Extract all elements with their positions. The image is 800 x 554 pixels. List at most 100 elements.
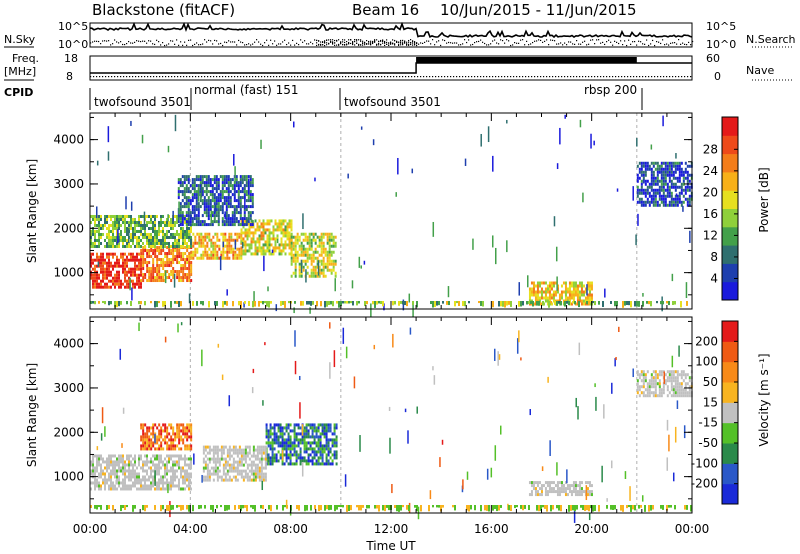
nave-point xyxy=(669,76,671,78)
nsearch-point xyxy=(100,43,102,45)
nsky-tick-top: 10^5 xyxy=(58,20,88,33)
nsearch-point xyxy=(670,42,672,44)
nsearch-point xyxy=(316,39,318,42)
ytick-label: 2000 xyxy=(53,425,84,439)
nave-point xyxy=(408,76,410,78)
nsearch-point xyxy=(352,43,354,45)
nave-point xyxy=(300,76,302,78)
nsearch-point xyxy=(620,40,622,42)
nsearch-point xyxy=(284,39,286,41)
nsearch-point xyxy=(346,40,348,43)
nsearch-point xyxy=(394,43,396,45)
nave-point xyxy=(672,76,674,78)
nsearch-point xyxy=(572,43,574,45)
nsearch-point xyxy=(320,44,322,46)
nsearch-point xyxy=(312,43,314,45)
colorbar-tick-label: 15 xyxy=(703,395,718,409)
nsearch-point xyxy=(324,42,326,44)
nsearch-point xyxy=(658,41,660,43)
nsearch-point xyxy=(354,40,356,43)
nsearch-point xyxy=(594,43,596,45)
nave-point xyxy=(150,76,152,78)
nsearch-point xyxy=(168,43,170,45)
nsearch-point xyxy=(522,39,524,41)
nave-point xyxy=(588,76,590,78)
nsearch-point xyxy=(362,40,364,42)
xtick-label: 00:00 xyxy=(675,522,710,536)
nsearch-point xyxy=(198,44,200,46)
nsearch-point xyxy=(322,44,324,46)
nsearch-point xyxy=(490,43,492,45)
nsearch-point xyxy=(436,41,438,43)
nave-point xyxy=(255,76,257,78)
nsearch-point xyxy=(210,40,212,42)
nsearch-point xyxy=(262,44,264,47)
nave-point xyxy=(615,76,617,78)
nsearch-point xyxy=(598,39,600,41)
nsearch-point xyxy=(358,39,360,41)
nsearch-point xyxy=(512,44,514,46)
nsearch-point xyxy=(566,44,568,46)
cpid-segment-2: normal (fast) 151 xyxy=(194,83,298,97)
nsearch-point xyxy=(342,43,344,46)
nsearch-point xyxy=(610,41,612,43)
nave-point xyxy=(402,76,404,78)
nave-point xyxy=(279,76,281,78)
nsearch-point xyxy=(206,41,208,43)
nsearch-point xyxy=(246,43,248,46)
nave-point xyxy=(330,76,332,78)
nsky-label: N.Sky xyxy=(4,33,36,46)
nsearch-point xyxy=(334,39,336,42)
nave-point xyxy=(306,76,308,78)
nsearch-point xyxy=(366,43,368,45)
nave-point xyxy=(339,76,341,78)
nave-point xyxy=(675,76,677,78)
nsearch-point xyxy=(548,44,550,46)
nsearch-point xyxy=(300,39,302,41)
nsearch-point xyxy=(596,39,598,41)
nave-point xyxy=(543,76,545,78)
nave-point xyxy=(219,76,221,78)
nave-point xyxy=(129,76,131,78)
nsearch-point xyxy=(402,41,404,43)
nave-point xyxy=(483,76,485,78)
nave-point xyxy=(639,76,641,78)
nsearch-point xyxy=(482,41,484,43)
nsearch-point xyxy=(496,42,498,44)
nsearch-point xyxy=(354,44,356,46)
nsearch-point xyxy=(322,41,324,44)
nave-point xyxy=(90,76,92,78)
nsearch-point xyxy=(196,42,198,44)
xtick-label: 20:00 xyxy=(574,522,609,536)
nsearch-point xyxy=(508,40,510,42)
power-colorbar-label: Power [dB] xyxy=(757,167,771,232)
nave-point xyxy=(480,76,482,78)
velocity-panel: 1000 2000 3000 4000 00:00 04:00 08:00 12:00 16:0… xyxy=(25,316,771,536)
nsearch-point xyxy=(446,42,448,44)
nsearch-point xyxy=(526,40,528,42)
nsearch-point xyxy=(126,42,128,45)
nsearch-point xyxy=(154,43,156,46)
cpid-segment-1: twofsound 3501 xyxy=(94,95,191,109)
colorbar-tick-label: 16 xyxy=(703,207,718,221)
nsearch-point xyxy=(150,40,152,42)
nave-point xyxy=(318,76,320,78)
nsearch-point xyxy=(468,39,470,41)
nave-point xyxy=(426,76,428,78)
nave-point xyxy=(126,76,128,78)
nsky-tick-bottom: 10^0 xyxy=(58,38,88,51)
nsearch-point xyxy=(116,41,118,43)
nsearch-point xyxy=(540,39,542,42)
nsearch-point xyxy=(266,39,268,41)
nsearch-point xyxy=(408,44,410,46)
nave-point xyxy=(591,76,593,78)
nsearch-point xyxy=(388,42,390,44)
nave-point xyxy=(303,76,305,78)
freq-trace xyxy=(90,62,692,74)
nave-point xyxy=(228,76,230,78)
nsearch-point xyxy=(118,42,120,44)
nsearch-point xyxy=(634,40,636,43)
nsearch-point xyxy=(488,44,490,46)
nave-point xyxy=(435,76,437,78)
